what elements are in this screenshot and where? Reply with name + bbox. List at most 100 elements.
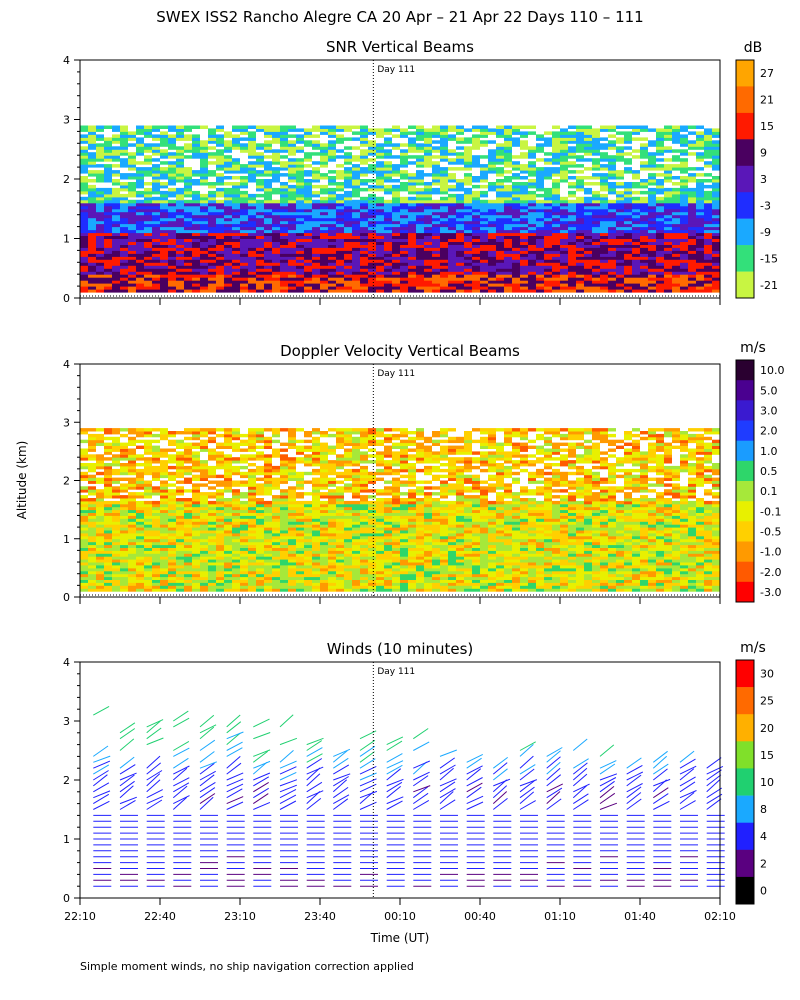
field-cell [552, 152, 560, 156]
field-cell [312, 238, 320, 242]
field-cell [664, 125, 672, 129]
field-cell [512, 176, 520, 180]
field-cell [712, 217, 720, 222]
field-cell [256, 199, 264, 204]
field-cell [624, 283, 632, 287]
field-cell [320, 256, 328, 260]
field-cell [336, 187, 344, 192]
field-cell [368, 286, 376, 290]
field-cell [424, 274, 432, 278]
field-cell [472, 268, 480, 272]
field-cell [384, 259, 392, 263]
field-cell [640, 579, 648, 583]
field-cell [104, 238, 112, 242]
field-cell [440, 277, 448, 281]
field-cell [456, 238, 464, 242]
colorbar-label: 27 [760, 67, 774, 80]
field-cell [160, 137, 168, 141]
field-cell [480, 241, 488, 245]
field-cell [80, 155, 88, 159]
field-cell [512, 187, 520, 192]
field-cell [688, 262, 696, 266]
field-cell [152, 259, 160, 263]
field-cell [112, 244, 120, 248]
field-cell [440, 235, 448, 239]
field-cell [544, 173, 552, 177]
field-cell [656, 205, 664, 210]
field-cell [488, 283, 496, 287]
field-cell [384, 128, 392, 132]
field-cell [200, 149, 208, 153]
field-cell [520, 280, 528, 284]
field-cell [632, 271, 640, 275]
field-cell [608, 556, 616, 560]
field-cell [264, 553, 272, 557]
field-cell [312, 289, 320, 293]
field-cell [160, 565, 168, 569]
field-cell [544, 208, 552, 213]
field-cell [328, 253, 336, 257]
field-cell [440, 238, 448, 242]
field-cell [360, 588, 368, 592]
field-cell [640, 232, 648, 236]
field-cell [80, 247, 88, 251]
field-cell [392, 280, 400, 284]
field-cell [208, 226, 216, 231]
field-cell [360, 567, 368, 572]
field-cell [192, 205, 200, 210]
field-cell [200, 553, 208, 557]
field-cell [496, 187, 504, 192]
field-cell [472, 565, 480, 569]
field-cell [472, 283, 480, 287]
field-cell [344, 567, 352, 572]
field-cell [256, 556, 264, 560]
field-cell [696, 173, 704, 177]
field-cell [712, 167, 720, 171]
field-cell [424, 202, 432, 207]
field-cell [224, 187, 232, 192]
field-cell [288, 573, 296, 578]
field-cell [104, 202, 112, 207]
field-cell [544, 232, 552, 236]
field-cell [608, 567, 616, 572]
field-cell [104, 277, 112, 281]
field-cell [464, 280, 472, 284]
field-cell [232, 226, 240, 231]
field-cell [344, 253, 352, 257]
field-cell [496, 217, 504, 222]
colorbar-unit: dB [744, 40, 763, 56]
field-cell [656, 259, 664, 263]
field-cell [264, 217, 272, 222]
field-cell [472, 164, 480, 168]
field-cell [712, 244, 720, 248]
field-cell [384, 149, 392, 153]
field-cell [296, 562, 304, 566]
field-cell [136, 565, 144, 569]
field-cell [496, 259, 504, 263]
field-cell [256, 229, 264, 234]
field-cell [184, 582, 192, 586]
field-cell [128, 152, 136, 156]
field-cell [88, 562, 96, 566]
field-cell [168, 140, 176, 144]
field-cell [552, 143, 560, 147]
field-cell [592, 199, 600, 204]
field-cell [104, 199, 112, 204]
field-cell [496, 179, 504, 183]
field-cell [120, 253, 128, 257]
field-cell [592, 271, 600, 275]
field-cell [568, 152, 576, 156]
field-cell [704, 208, 712, 213]
field-cell [192, 562, 200, 566]
field-cell [184, 187, 192, 192]
field-cell [192, 588, 200, 592]
field-cell [592, 567, 600, 572]
field-cell [512, 247, 520, 251]
field-cell [624, 214, 632, 219]
field-cell [656, 214, 664, 219]
field-cell [432, 173, 440, 177]
field-cell [360, 131, 368, 135]
field-cell [600, 155, 608, 159]
field-cell [512, 256, 520, 260]
field-cell [416, 161, 424, 165]
